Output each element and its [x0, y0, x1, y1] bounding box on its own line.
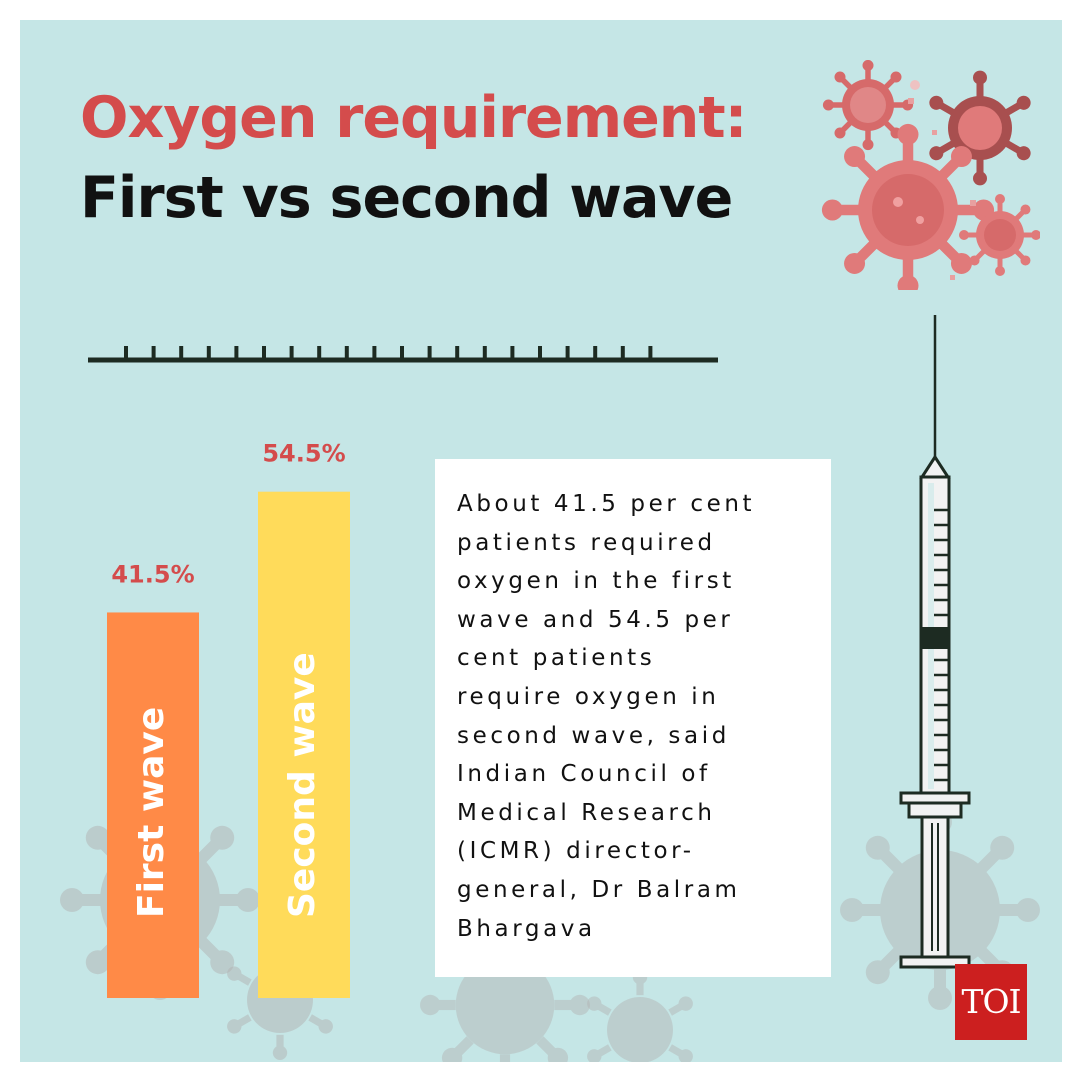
ruler-divider [88, 346, 718, 363]
bar-chart: 41.5% First wave 54.5% Second wave [107, 440, 350, 998]
title-main: First vs second wave [80, 165, 733, 231]
background-virus-icon [584, 970, 696, 1062]
bar-1 [107, 612, 199, 998]
title-highlight: Oxygen requirement: [80, 85, 747, 151]
description-text: About 41.5 per cent patients required ox… [457, 491, 756, 942]
virus-icon [821, 60, 1040, 290]
bar-category-label: Second wave [282, 652, 323, 918]
background-virus-icon [420, 920, 590, 1062]
bar-value-label: 54.5% [262, 440, 345, 468]
bar-2 [258, 491, 350, 998]
infographic-panel: Oxygen requirement: First vs second wave [20, 20, 1062, 1062]
bar-value-label: 41.5% [111, 560, 194, 588]
toi-logo: TOI [955, 964, 1027, 1040]
syringe-icon [899, 315, 971, 969]
bar-category-label: First wave [131, 707, 172, 918]
page-title: Oxygen requirement: First vs second wave [80, 78, 760, 238]
description-box: About 41.5 per cent patients required ox… [435, 459, 831, 977]
